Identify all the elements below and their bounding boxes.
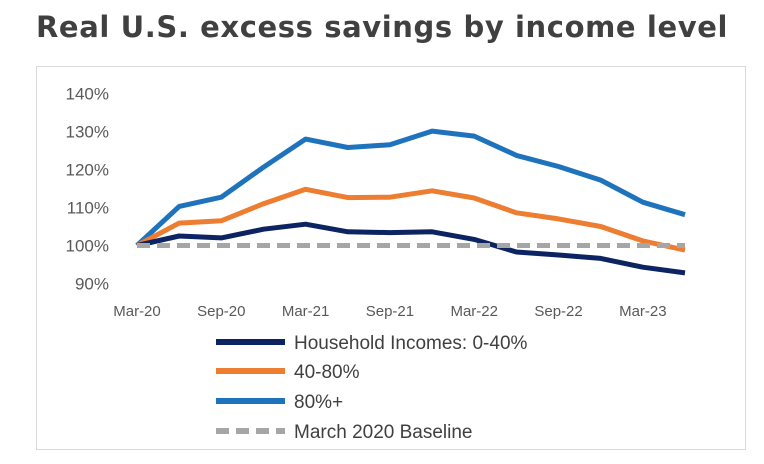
legend: Household Incomes: 0-40% 40-80% 80%+ March … (216, 333, 528, 443)
x-tick-label: Sep-20 (197, 303, 245, 320)
legend-label: 40-80% (294, 362, 360, 383)
x-tick-label: Mar-21 (282, 303, 330, 320)
series-line-1 (135, 186, 686, 253)
chart-frame (36, 66, 746, 450)
y-tick-label: 100% (66, 237, 109, 256)
series-line-2 (135, 128, 686, 248)
x-tick-label: Mar-22 (450, 303, 498, 320)
chart-title: Real U.S. excess savings by income level (36, 10, 729, 44)
x-tick-label: Sep-21 (366, 303, 414, 320)
y-tick-label: 130% (66, 123, 109, 142)
y-tick-label: 120% (66, 161, 109, 180)
y-tick-label: 140% (66, 85, 109, 104)
x-tick-label: Mar-20 (113, 303, 161, 320)
legend-label: March 2020 Baseline (294, 422, 473, 443)
x-tick-label: Mar-23 (619, 303, 667, 320)
legend-label: 80%+ (294, 392, 343, 413)
x-axis-ticks: Mar-20 Sep-20 Mar-21 Sep-21 Mar-22 Sep-22 Mar-… (113, 303, 666, 320)
y-axis-ticks: 90% 100% 110% 120% 130% 140% (66, 85, 109, 294)
x-tick-label: Sep-22 (534, 303, 582, 320)
y-tick-label: 110% (67, 199, 109, 218)
series-lines (135, 128, 686, 276)
series-line-0 (136, 221, 686, 276)
legend-label: Household Incomes: 0-40% (294, 333, 528, 354)
y-tick-label: 90% (75, 275, 109, 294)
